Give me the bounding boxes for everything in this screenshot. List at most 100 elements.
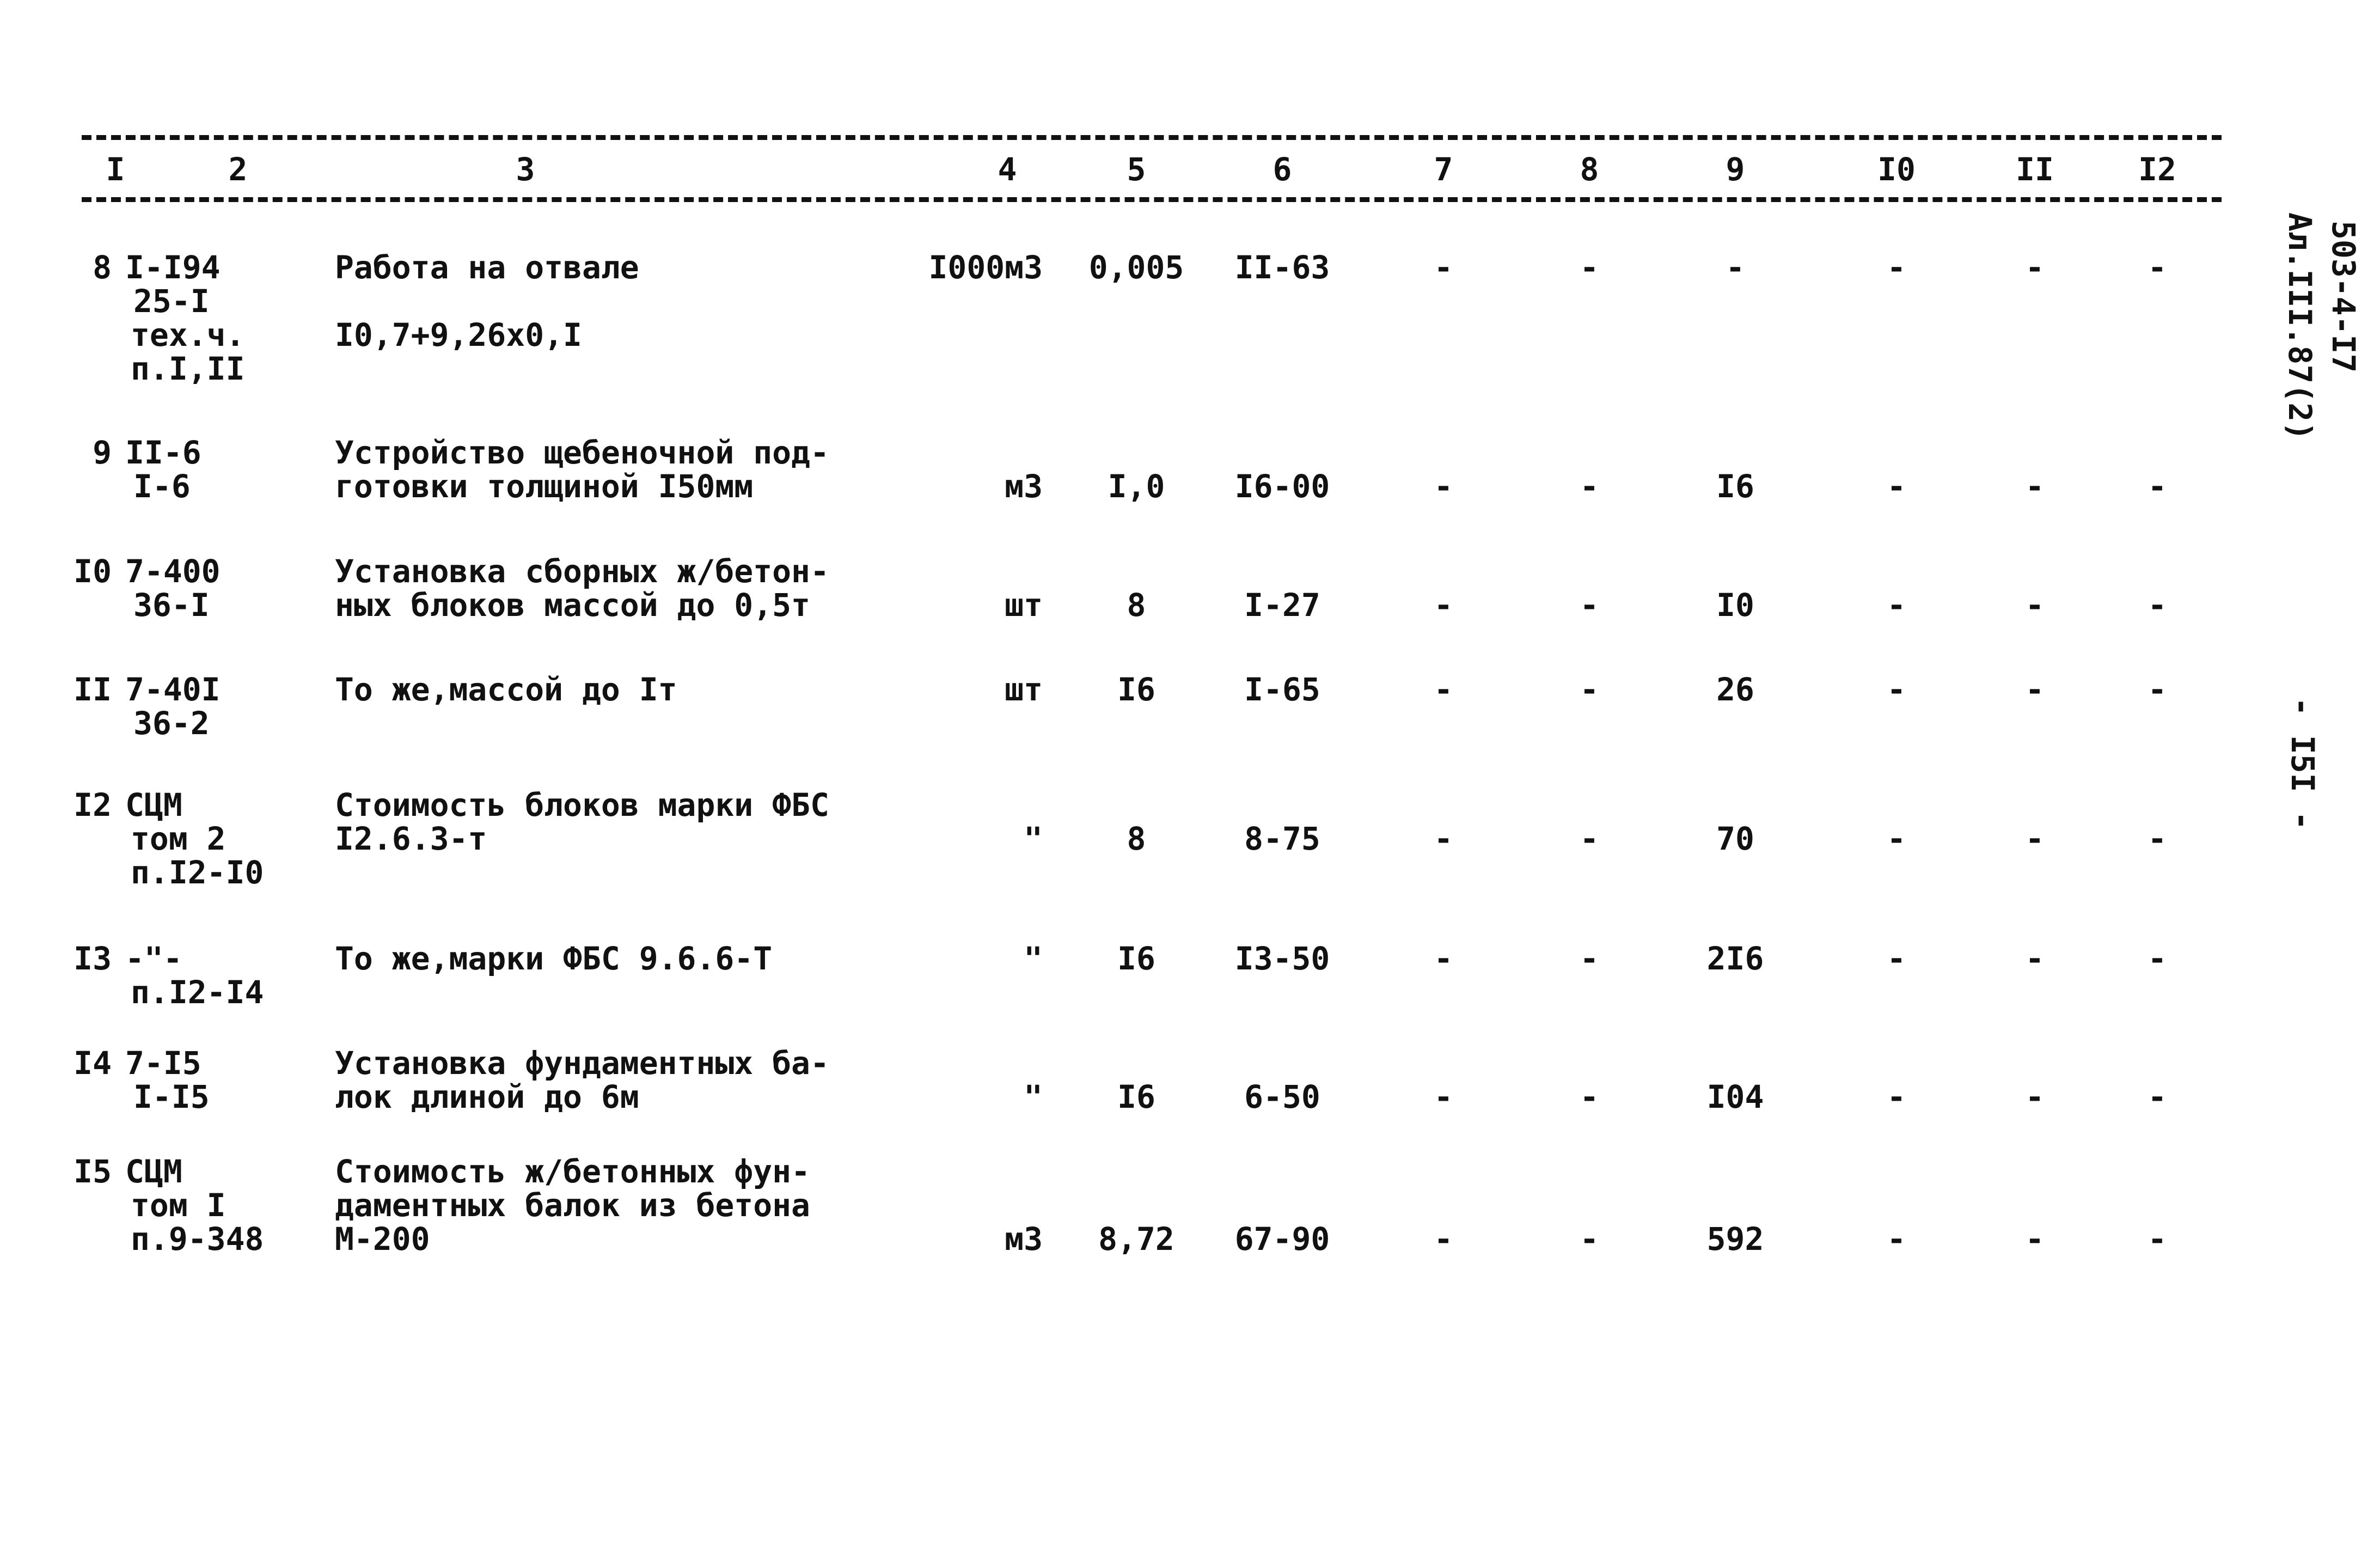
value-cell-11: - (2025, 820, 2045, 857)
value-cell-12: - (2147, 468, 2167, 505)
work-description: Устройство щебеночной под- (335, 434, 829, 471)
value-cell-8: - (1580, 1078, 1599, 1115)
value-cell-9: I6 (1716, 468, 1754, 505)
unit-cell: I000м3 (928, 249, 1043, 286)
norm-reference: II-6 (125, 434, 201, 471)
quantity-cell: I6 (1117, 940, 1155, 977)
norm-reference: п.I2-I4 (131, 974, 264, 1011)
column-header-4: 4 (998, 151, 1017, 188)
row-number: I5 (74, 1153, 112, 1190)
norm-reference: I-I94 (125, 249, 221, 286)
value-cell-8: - (1580, 820, 1599, 857)
value-cell-7: - (1434, 587, 1453, 624)
norm-reference: 25-I (133, 283, 210, 320)
unit-price-cell: I-65 (1244, 671, 1320, 708)
work-description: I0,7+9,26x0,I (335, 316, 582, 353)
document-code: 503-4-I7 (2325, 221, 2362, 373)
work-description: даментных балок из бетона (335, 1187, 810, 1224)
value-cell-12: - (2147, 940, 2167, 977)
row-number: I4 (74, 1045, 112, 1082)
work-description: Работа на отвале (335, 249, 639, 286)
value-cell-10: - (1887, 249, 1906, 286)
page-number: - I5I - (2284, 697, 2321, 831)
value-cell-7: - (1434, 940, 1453, 977)
column-header-10: I0 (1877, 151, 1916, 188)
norm-reference: п.I,II (131, 350, 245, 387)
value-cell-10: - (1887, 587, 1906, 624)
value-cell-10: - (1887, 1220, 1906, 1258)
work-description: Установка сборных ж/бетон- (335, 553, 829, 590)
value-cell-8: - (1580, 1220, 1599, 1258)
work-description: То же,массой до Iт (335, 671, 677, 708)
unit-price-cell: 6-50 (1244, 1078, 1320, 1115)
row-number: I3 (74, 940, 112, 977)
value-cell-10: - (1887, 468, 1906, 505)
value-cell-7: - (1434, 249, 1453, 286)
value-cell-11: - (2025, 587, 2045, 624)
value-cell-7: - (1434, 468, 1453, 505)
value-cell-11: - (2025, 940, 2045, 977)
unit-cell: м3 (1005, 468, 1043, 505)
norm-reference: п.I2-I0 (131, 854, 264, 891)
value-cell-9: 26 (1716, 671, 1754, 708)
unit-cell: м3 (1005, 1220, 1043, 1258)
value-cell-12: - (2147, 671, 2167, 708)
norm-reference: 36-I (133, 587, 210, 624)
value-cell-11: - (2025, 671, 2045, 708)
column-header-5: 5 (1127, 151, 1146, 188)
unit-price-cell: I-27 (1244, 587, 1320, 624)
column-header-9: 9 (1726, 151, 1745, 188)
value-cell-12: - (2147, 820, 2167, 857)
value-cell-12: - (2147, 587, 2167, 624)
value-cell-9: I04 (1706, 1078, 1764, 1115)
work-description: Стоимость блоков марки ФБС (335, 786, 829, 823)
quantity-cell: I,0 (1108, 468, 1165, 505)
value-cell-10: - (1887, 671, 1906, 708)
column-header-6: 6 (1272, 151, 1292, 188)
column-header-3: 3 (516, 151, 535, 188)
value-cell-9: 592 (1706, 1220, 1764, 1258)
row-number: I2 (74, 786, 112, 823)
norm-reference: I-I5 (133, 1078, 210, 1115)
row-number: I0 (74, 553, 112, 590)
unit-cell: " (1024, 1078, 1043, 1115)
norm-reference: 7-I5 (125, 1045, 201, 1082)
value-cell-12: - (2147, 249, 2167, 286)
norm-reference: 7-40I (125, 671, 221, 708)
value-cell-7: - (1434, 1220, 1453, 1258)
column-header-1: I (106, 151, 125, 188)
unit-cell: шт (1005, 671, 1043, 708)
norm-reference: 36-2 (133, 705, 210, 742)
value-cell-10: - (1887, 1078, 1906, 1115)
work-description: Установка фундаментных ба- (335, 1045, 829, 1082)
norm-reference: 7-400 (125, 553, 221, 590)
norm-reference: п.9-348 (131, 1220, 264, 1258)
value-cell-11: - (2025, 1078, 2045, 1115)
column-header-12: I2 (2138, 151, 2176, 188)
row-number: II (74, 671, 112, 708)
norm-reference: тех.ч. (131, 316, 245, 353)
work-description: лок длиной до 6м (335, 1078, 639, 1115)
value-cell-8: - (1580, 671, 1599, 708)
work-description: готовки толщиной I50мм (335, 468, 754, 505)
header-top-rule (82, 135, 2222, 140)
value-cell-11: - (2025, 249, 2045, 286)
quantity-cell: 8,72 (1098, 1220, 1174, 1258)
unit-price-cell: II-63 (1234, 249, 1330, 286)
column-header-8: 8 (1580, 151, 1599, 188)
quantity-cell: I6 (1117, 1078, 1155, 1115)
norm-reference: I-6 (133, 468, 191, 505)
work-description: М-200 (335, 1220, 430, 1258)
value-cell-11: - (2025, 1220, 2045, 1258)
column-header-11: II (2016, 151, 2054, 188)
value-cell-7: - (1434, 1078, 1453, 1115)
norm-reference: том 2 (131, 820, 226, 857)
value-cell-12: - (2147, 1078, 2167, 1115)
quantity-cell: 8 (1127, 820, 1146, 857)
unit-cell: " (1024, 940, 1043, 977)
value-cell-8: - (1580, 587, 1599, 624)
quantity-cell: 8 (1127, 587, 1146, 624)
work-description: То же,марки ФБС 9.6.6-Т (335, 940, 773, 977)
unit-price-cell: I6-00 (1234, 468, 1330, 505)
norm-reference: СЦМ (125, 786, 182, 823)
